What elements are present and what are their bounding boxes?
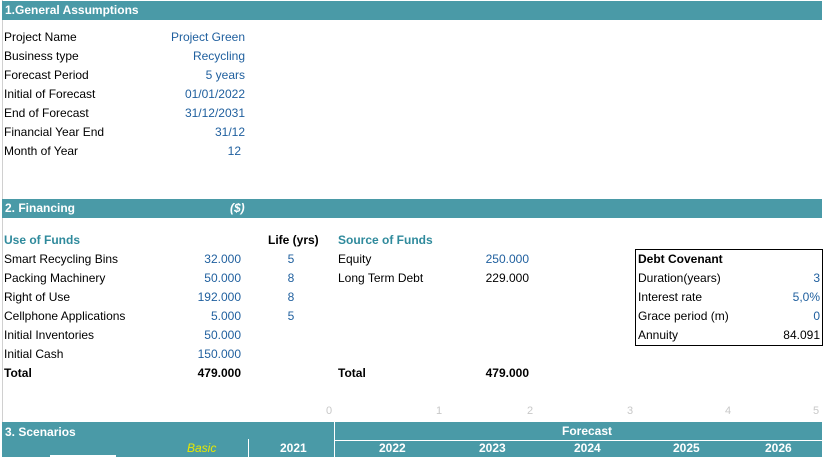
general-assumptions-header[interactable]: 1.General Assumptions [2, 1, 822, 20]
debt-covenant-box: Debt Covenant Duration(years) 3 Interest… [635, 249, 823, 346]
forecast-period-label: Forecast Period [4, 66, 89, 85]
use-item-value[interactable]: 150.000 [160, 345, 241, 364]
covenant-interest-value[interactable]: 5,0% [736, 288, 820, 307]
source-total-value: 479.000 [450, 364, 529, 383]
source-item-value: 229.000 [450, 269, 529, 288]
business-type-value[interactable]: Recycling [130, 47, 245, 66]
use-item-label: Packing Machinery [4, 269, 105, 288]
covenant-grace-value[interactable]: 0 [736, 307, 820, 326]
end-of-forecast-value[interactable]: 31/12/2031 [130, 104, 245, 123]
currency-label: ($) [230, 199, 245, 217]
forecast-label: Forecast [562, 422, 612, 440]
source-item-value[interactable]: 250.000 [450, 250, 529, 269]
use-item-life[interactable]: 5 [276, 307, 306, 326]
year-header: 2023 [479, 439, 506, 457]
project-name-value[interactable]: Project Green [130, 28, 245, 47]
use-total-label: Total [4, 364, 32, 383]
source-item-label: Long Term Debt [338, 269, 423, 288]
use-item-life[interactable]: 5 [276, 250, 306, 269]
covenant-interest-label: Interest rate [638, 288, 702, 307]
use-item-label: Smart Recycling Bins [4, 250, 118, 269]
debt-covenant-title: Debt Covenant [638, 250, 723, 269]
financing-header[interactable]: 2. Financing ($) [2, 199, 822, 218]
year-header: 2021 [280, 439, 307, 457]
source-of-funds-title: Source of Funds [338, 231, 433, 250]
life-years-title: Life (yrs) [268, 231, 319, 250]
source-item-label: Equity [338, 250, 371, 269]
covenant-duration-value[interactable]: 3 [736, 269, 820, 288]
financial-year-end-label: Financial Year End [4, 123, 104, 142]
financial-year-end-value[interactable]: 31/12 [130, 123, 245, 142]
scenario-selector[interactable]: Basic [187, 439, 216, 457]
use-item-life[interactable]: 8 [276, 269, 306, 288]
source-total-label: Total [338, 364, 366, 383]
column-divider [248, 439, 249, 457]
use-item-label: Initial Cash [4, 345, 63, 364]
use-item-value[interactable]: 192.000 [160, 288, 241, 307]
use-item-life[interactable]: 8 [276, 288, 306, 307]
use-item-value[interactable]: 5.000 [160, 307, 241, 326]
covenant-duration-label: Duration(years) [638, 269, 721, 288]
end-of-forecast-label: End of Forecast [4, 104, 89, 123]
scenarios-title: 3. Scenarios [5, 423, 76, 441]
column-index: 1 [436, 402, 442, 421]
use-item-label: Initial Inventories [4, 326, 94, 345]
year-header: 2026 [765, 439, 792, 457]
use-item-label: Cellphone Applications [4, 307, 125, 326]
project-name-label: Project Name [4, 28, 77, 47]
column-index: 3 [627, 402, 633, 421]
column-index: 0 [326, 402, 332, 421]
column-index: 2 [527, 402, 533, 421]
year-header: 2025 [673, 439, 700, 457]
use-item-value[interactable]: 32.000 [160, 250, 241, 269]
use-total-value: 479.000 [160, 364, 241, 383]
column-index: 4 [725, 402, 731, 421]
financing-title: 2. Financing [5, 199, 75, 217]
use-item-label: Right of Use [4, 288, 70, 307]
initial-of-forecast-label: Initial of Forecast [4, 85, 95, 104]
covenant-grace-label: Grace period (m) [638, 307, 729, 326]
sheet-left-border [2, 0, 3, 457]
business-type-label: Business type [4, 47, 79, 66]
column-divider [334, 422, 335, 457]
year-header: 2022 [379, 439, 406, 457]
use-item-value[interactable]: 50.000 [160, 269, 241, 288]
forecast-period-value[interactable]: 5 years [130, 66, 245, 85]
month-of-year-value[interactable]: 12 [130, 142, 241, 161]
scenarios-header[interactable]: 3. Scenarios Forecast Basic 2021 2022 20… [2, 422, 822, 457]
use-item-value[interactable]: 50.000 [160, 326, 241, 345]
general-assumptions-title: 1.General Assumptions [5, 1, 139, 19]
year-header: 2024 [574, 439, 601, 457]
covenant-annuity-value: 84.091 [736, 326, 820, 345]
month-of-year-label: Month of Year [4, 142, 78, 161]
initial-of-forecast-value[interactable]: 01/01/2022 [130, 85, 245, 104]
use-of-funds-title: Use of Funds [4, 231, 80, 250]
covenant-annuity-label: Annuity [638, 326, 678, 345]
column-index: 5 [813, 402, 819, 421]
